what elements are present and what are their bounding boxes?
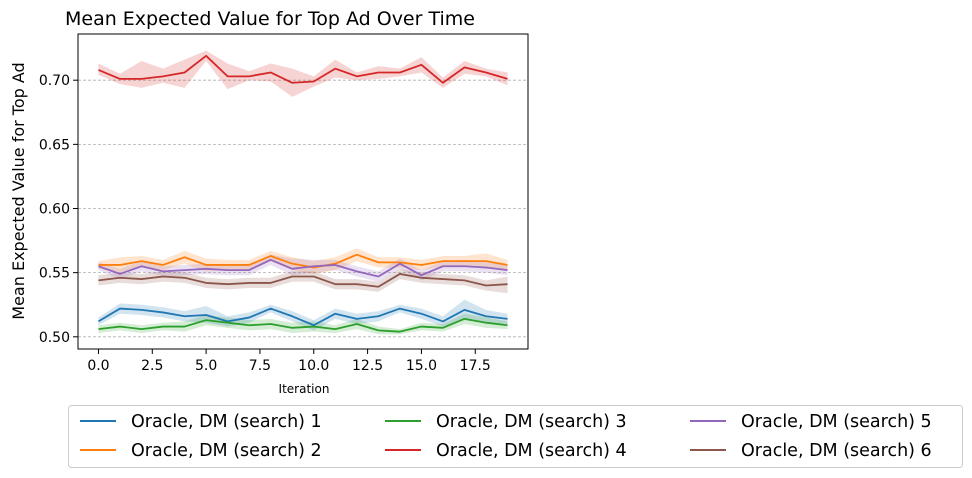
y-tick-label: 0.50 bbox=[39, 330, 70, 346]
x-tick-label: 5.0 bbox=[195, 358, 217, 374]
legend-box bbox=[68, 405, 963, 468]
legend-label: Oracle, DM (search) 1 bbox=[131, 412, 322, 432]
x-tick-label: 10.0 bbox=[298, 358, 329, 374]
legend-label: Oracle, DM (search) 6 bbox=[741, 441, 932, 461]
y-tick-label: 0.60 bbox=[39, 202, 70, 218]
legend-label: Oracle, DM (search) 3 bbox=[436, 412, 627, 432]
x-tick-label: 12.5 bbox=[352, 358, 383, 374]
y-tick-label: 0.70 bbox=[39, 73, 70, 89]
confidence-band-1 bbox=[98, 299, 508, 331]
x-tick-label: 0.0 bbox=[87, 358, 109, 374]
confidence-band-4 bbox=[98, 50, 508, 97]
series-line-6 bbox=[98, 273, 508, 288]
x-tick-label: 17.5 bbox=[460, 358, 491, 374]
plot-frame bbox=[77, 33, 529, 350]
legend-item-1[interactable]: Oracle, DM (search) 1 bbox=[80, 412, 322, 432]
series-line-1 bbox=[97, 307, 508, 327]
legend[interactable]: Oracle, DM (search) 1 Oracle, DM (search)… bbox=[80, 412, 932, 461]
confidence-band-6 bbox=[98, 268, 508, 294]
y-tick-label: 0.65 bbox=[39, 137, 70, 153]
legend-item-3[interactable]: Oracle, DM (search) 3 bbox=[385, 412, 627, 432]
series-lines bbox=[97, 54, 508, 333]
legend-item-5[interactable]: Oracle, DM (search) 5 bbox=[690, 412, 932, 432]
x-axis-ticks: 0.0 2.5 5.0 7.5 10.0 12.5 15.0 17.5 bbox=[87, 349, 491, 374]
grid-lines bbox=[78, 79, 528, 338]
y-axis-label: Mean Expected Value for Top Ad bbox=[9, 62, 28, 319]
x-tick-label: 7.5 bbox=[249, 358, 271, 374]
y-axis-ticks: 0.50 0.55 0.60 0.65 0.70 bbox=[39, 73, 78, 346]
chart-title: Mean Expected Value for Top Ad Over Time bbox=[65, 8, 475, 30]
legend-item-4[interactable]: Oracle, DM (search) 4 bbox=[385, 441, 627, 461]
series-line-4 bbox=[98, 54, 508, 84]
series-line-3 bbox=[98, 317, 508, 333]
series-line-2 bbox=[98, 253, 508, 269]
x-tick-label: 2.5 bbox=[141, 358, 163, 374]
series-line-5 bbox=[98, 258, 508, 278]
legend-label: Oracle, DM (search) 4 bbox=[436, 441, 627, 461]
legend-item-6[interactable]: Oracle, DM (search) 6 bbox=[690, 441, 932, 461]
x-axis-label: Iteration bbox=[279, 382, 330, 396]
legend-label: Oracle, DM (search) 5 bbox=[741, 412, 932, 432]
legend-label: Oracle, DM (search) 2 bbox=[131, 441, 322, 461]
confidence-bands bbox=[98, 50, 508, 335]
confidence-band-3 bbox=[98, 313, 508, 335]
y-tick-label: 0.55 bbox=[39, 266, 70, 282]
legend-item-2[interactable]: Oracle, DM (search) 2 bbox=[80, 441, 322, 461]
x-tick-label: 15.0 bbox=[406, 358, 437, 374]
